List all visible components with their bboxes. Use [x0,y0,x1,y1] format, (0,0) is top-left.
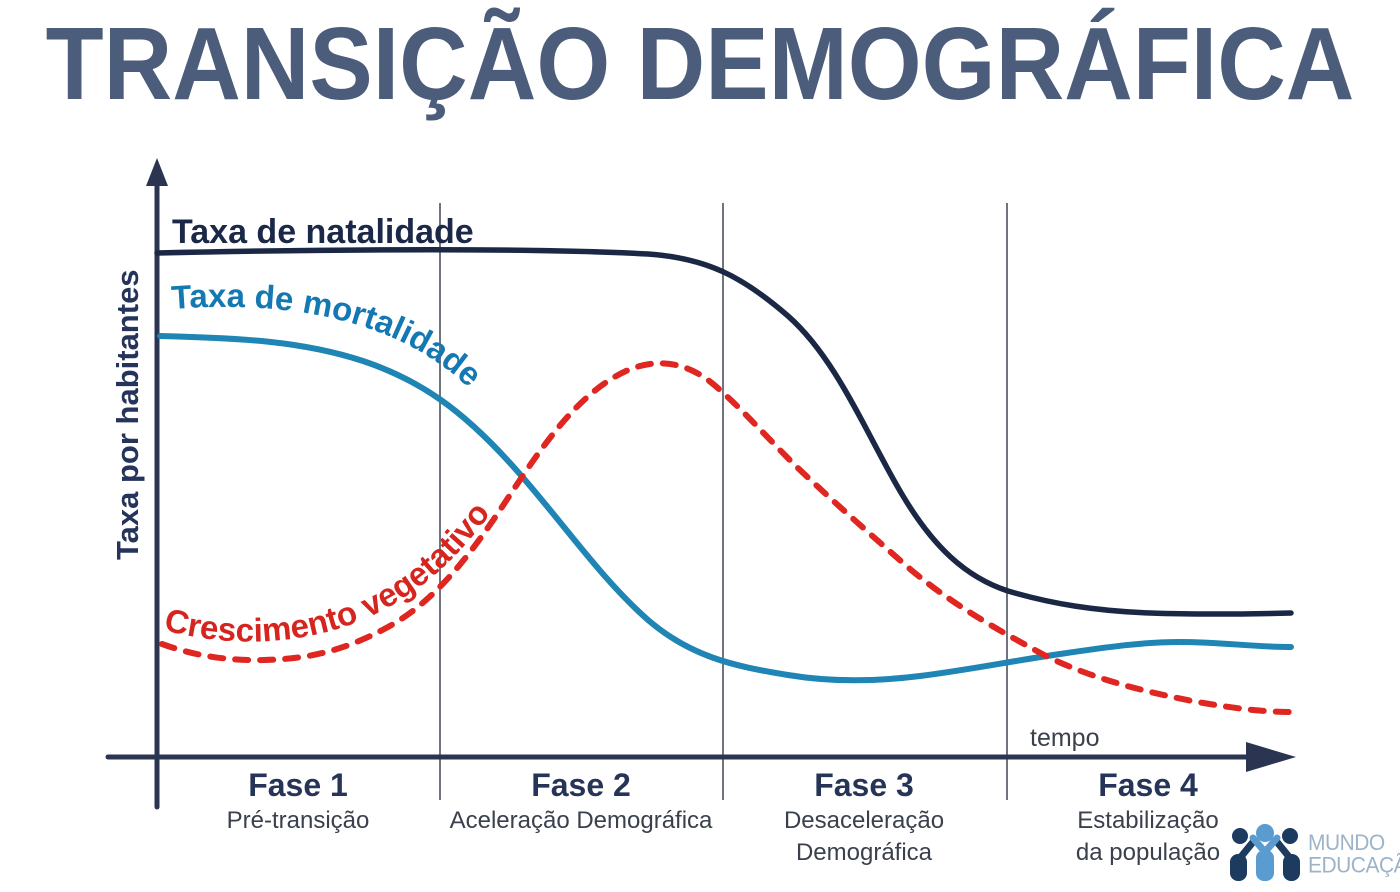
phase-3-subtitle: Desaceleração [784,807,944,834]
y-axis-title: Taxa por habitantes [110,269,145,560]
vegetativo-label: Crescimento vegetativo [161,495,496,649]
phase-2-label-group: Fase 2 Aceleração Demográfica [450,767,713,834]
phase-2-subtitle: Aceleração Demográfica [450,807,713,834]
logo-line2: EDUCAÇÃO [1308,852,1400,878]
x-axis-title: tempo [1030,724,1099,752]
natalidade-label: Taxa de natalidade [172,213,474,251]
logo-line1: MUNDO [1308,831,1385,856]
natalidade-curve [154,247,1294,617]
phase-4-label-group: Fase 4 Estabilização da população [1076,767,1220,866]
people-icon [1230,824,1300,881]
phase-3-label-group: Fase 3 Desaceleração Demográfica [784,767,944,866]
phase-2-title: Fase 2 [531,767,631,803]
phase-4-title: Fase 4 [1098,767,1198,803]
phase-3-subtitle-2: Demográfica [796,839,933,866]
natalidade-label-text: Taxa de natalidade [172,213,474,251]
phase-1-label-group: Fase 1 Pré-transição [227,767,370,834]
mortalidade-curve [157,333,1294,684]
phase-1-subtitle: Pré-transição [227,807,370,834]
vegetativo-curve [159,360,1294,715]
vegetativo-label-text: Crescimento vegetativo [161,495,496,649]
phase-3-title: Fase 3 [814,767,914,803]
phase-4-subtitle: Estabilização [1077,807,1218,834]
phase-1-title: Fase 1 [248,767,348,803]
x-axis-arrow-icon [1246,742,1296,772]
phase-4-subtitle-2: da população [1076,839,1220,866]
mundo-educacao-logo: MUNDO EDUCAÇÃO [1230,824,1400,881]
y-axis-arrow-icon [146,158,168,186]
page-title: TRANSIÇÃO DEMOGRÁFICA [45,7,1355,122]
